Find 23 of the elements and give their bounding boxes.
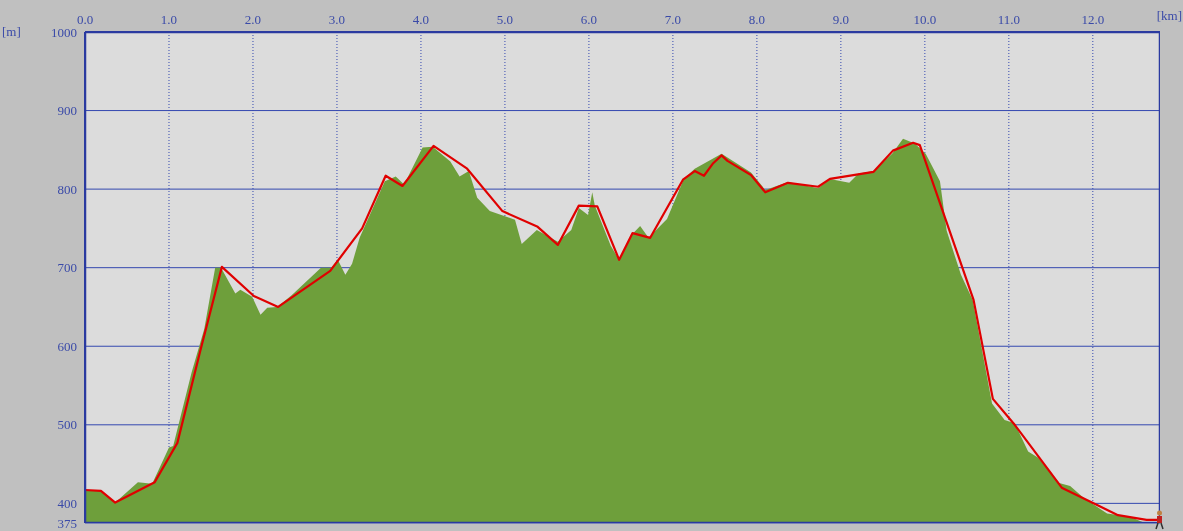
x-tick-label: 12.0 (1081, 12, 1105, 27)
y-tick-label: 500 (57, 417, 77, 433)
x-axis-title: [km] (1156, 8, 1182, 24)
y-tick-label: 900 (57, 103, 77, 119)
x-tick-label: 8.0 (748, 12, 765, 27)
y-tick-label: 600 (57, 338, 77, 354)
y-tick-label: 700 (57, 260, 77, 276)
x-tick-label: 0.0 (76, 12, 94, 27)
y-axis-title: [m] (2, 24, 21, 40)
x-tick-label: 7.0 (664, 12, 682, 27)
x-tick-label: 5.0 (496, 12, 514, 27)
x-tick-label: 3.0 (328, 12, 346, 27)
x-tick-label: 2.0 (244, 12, 262, 27)
x-tick-label: 1.0 (160, 12, 178, 27)
x-tick-label: 9.0 (832, 12, 849, 27)
y-tick-label: 1000 (51, 24, 77, 40)
x-tick-label: 11.0 (997, 12, 1020, 27)
x-tick-label: 4.0 (412, 12, 430, 27)
y-tick-label: 375 (57, 515, 77, 531)
x-tick-label: 10.0 (913, 12, 937, 27)
y-tick-label: 400 (57, 495, 77, 511)
y-tick-label: 800 (57, 181, 77, 197)
x-tick-label: 6.0 (580, 12, 598, 27)
